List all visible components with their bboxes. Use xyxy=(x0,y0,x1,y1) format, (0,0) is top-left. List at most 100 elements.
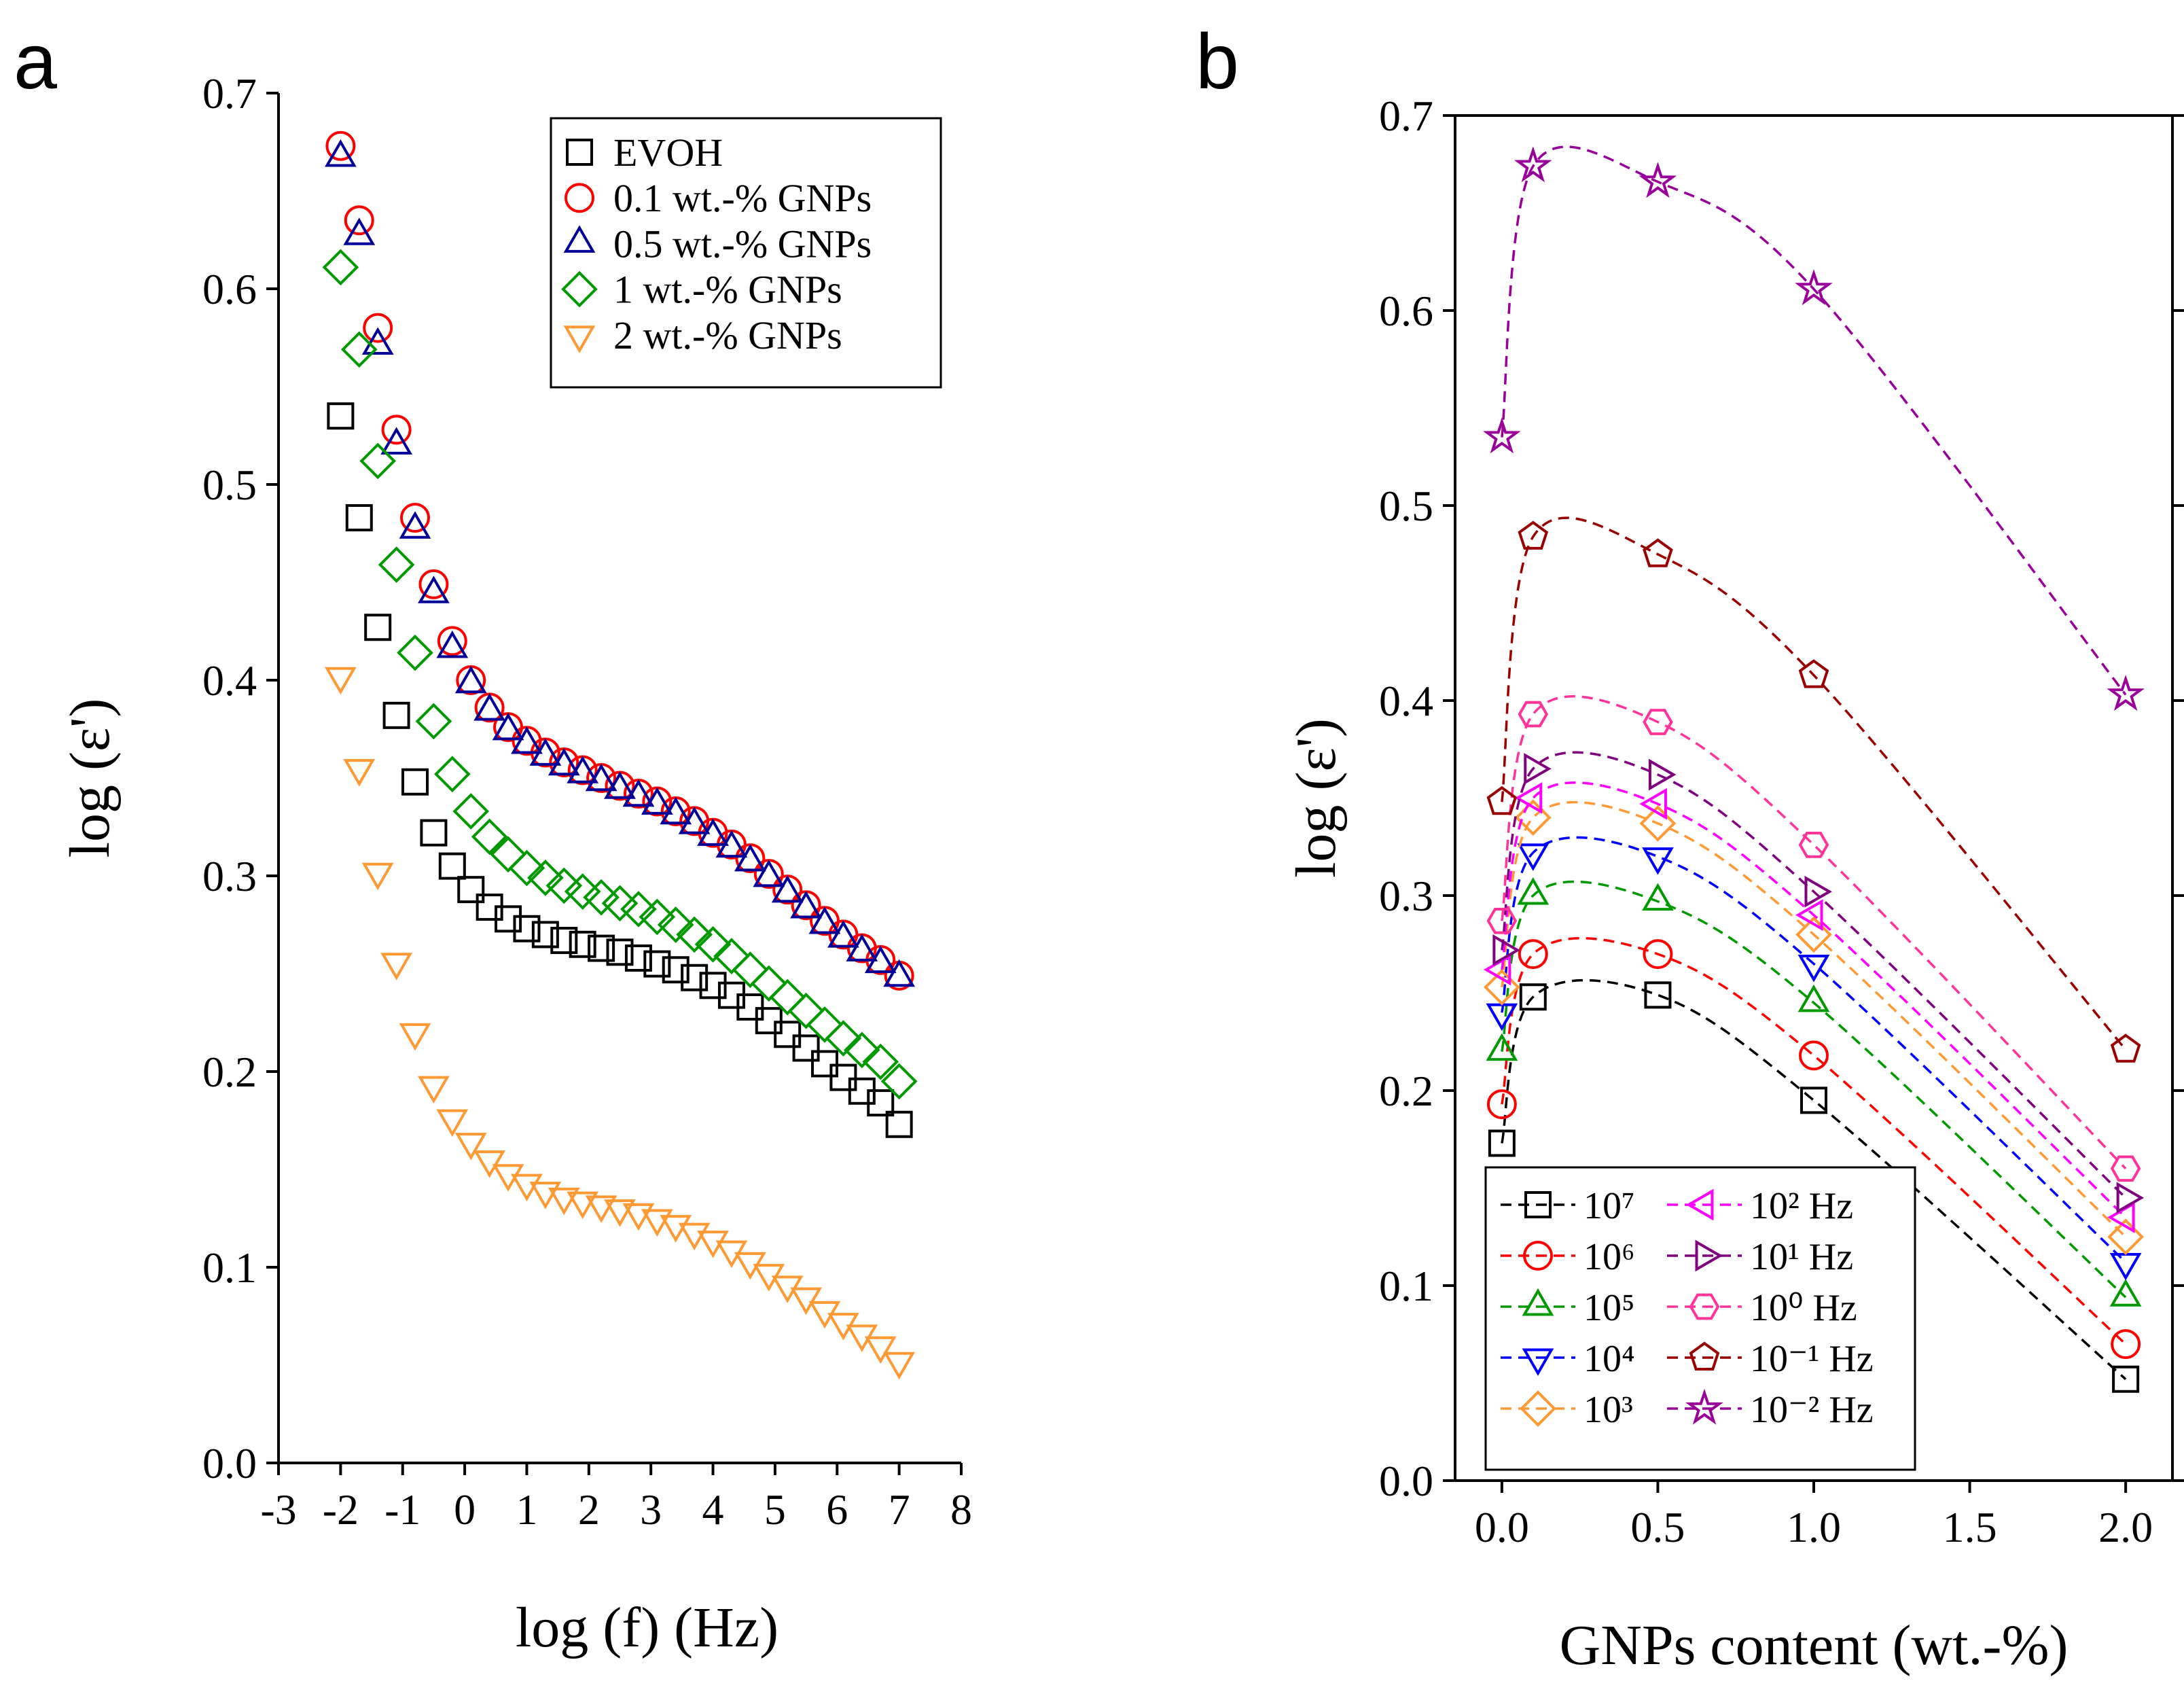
marker xyxy=(641,787,673,815)
y-tick-label: 0.4 xyxy=(1379,677,1433,725)
y-tick-label: 0.7 xyxy=(1379,92,1433,140)
marker xyxy=(825,1020,862,1057)
y-tick-label: 0.2 xyxy=(1379,1067,1433,1115)
x-tick-label: 7 xyxy=(889,1485,910,1534)
x-tick-label: -3 xyxy=(260,1485,296,1534)
marker xyxy=(2110,1034,2141,1063)
marker xyxy=(662,956,690,984)
legend-label: 10⁻¹ Hz xyxy=(1750,1338,1874,1380)
x-tick-label: -1 xyxy=(384,1485,420,1534)
marker xyxy=(2109,1279,2142,1307)
marker xyxy=(1643,709,1673,735)
series-line xyxy=(1501,781,2127,1218)
y-tick-label: 0.7 xyxy=(202,69,257,118)
marker xyxy=(415,703,452,740)
marker xyxy=(492,712,524,741)
marker xyxy=(1799,1040,1829,1071)
marker xyxy=(811,1050,838,1078)
legend-label: EVOH xyxy=(613,130,723,175)
legend-label: 10³ xyxy=(1583,1389,1633,1431)
x-tick-label: 4 xyxy=(702,1485,724,1534)
marker xyxy=(1797,954,1830,983)
marker xyxy=(359,442,397,480)
marker xyxy=(322,249,359,286)
marker xyxy=(1514,782,1543,814)
marker xyxy=(437,626,467,656)
marker xyxy=(454,1133,487,1161)
legend-label: 10⁶ xyxy=(1583,1236,1635,1278)
x-tick-label: 2.0 xyxy=(2098,1503,2153,1551)
marker xyxy=(641,1209,673,1237)
marker xyxy=(567,756,599,783)
marker xyxy=(1639,805,1677,842)
x-tick-label: 8 xyxy=(950,1485,972,1534)
marker xyxy=(531,921,559,949)
marker xyxy=(1517,843,1550,871)
legend-marker xyxy=(1520,1390,1556,1427)
x-tick-label: 0.5 xyxy=(1630,1503,1685,1551)
marker xyxy=(1795,269,1833,306)
marker xyxy=(438,852,466,880)
legend-label: 10⁰ Hz xyxy=(1750,1287,1857,1329)
marker xyxy=(864,1336,897,1364)
marker xyxy=(343,759,376,787)
marker xyxy=(736,993,764,1021)
marker xyxy=(381,414,412,445)
y-tick-label: 0.6 xyxy=(202,265,257,313)
marker xyxy=(588,934,615,962)
marker xyxy=(324,139,357,167)
marker xyxy=(790,890,822,919)
x-tick-label: 1 xyxy=(516,1485,537,1534)
marker xyxy=(399,511,431,539)
marker xyxy=(622,779,655,807)
marker xyxy=(606,938,634,966)
marker xyxy=(344,205,374,236)
marker xyxy=(1518,701,1549,728)
marker xyxy=(1486,907,1518,934)
legend-marker xyxy=(1524,1191,1552,1218)
x-tick-label: 1.5 xyxy=(1943,1503,1997,1551)
marker xyxy=(583,879,620,916)
marker xyxy=(340,331,378,368)
x-tick-label: 0 xyxy=(454,1485,476,1534)
marker xyxy=(846,934,878,961)
legend-label: 10⁻² Hz xyxy=(1750,1389,1874,1431)
series-line xyxy=(1501,800,2127,1238)
marker xyxy=(604,771,636,799)
legend-marker xyxy=(566,139,593,166)
marker xyxy=(529,738,562,766)
y-tick-label: 0.5 xyxy=(202,461,257,509)
x-tick-label: 0.0 xyxy=(1475,1503,1529,1551)
y-tick-label: 0.3 xyxy=(202,852,257,900)
marker xyxy=(490,836,526,873)
marker xyxy=(885,1110,913,1138)
marker xyxy=(715,830,748,858)
marker xyxy=(1518,520,1549,550)
marker xyxy=(363,313,393,343)
marker xyxy=(1524,753,1552,785)
marker xyxy=(1486,1033,1518,1061)
marker xyxy=(1514,146,1552,183)
marker xyxy=(343,217,376,245)
marker xyxy=(774,1021,802,1048)
x-axis-label: log (f) (Hz) xyxy=(516,1596,778,1659)
marker xyxy=(567,1191,599,1220)
panel-label: a xyxy=(14,18,57,105)
legend-box xyxy=(550,117,942,389)
series-line xyxy=(1501,836,2127,1263)
marker xyxy=(827,920,859,948)
marker xyxy=(361,862,394,891)
marker xyxy=(681,964,709,991)
marker xyxy=(1797,984,1830,1012)
y-tick-label: 0.0 xyxy=(1379,1457,1433,1505)
marker xyxy=(1804,875,1833,908)
marker xyxy=(622,1203,655,1231)
legend-label: 2 wt.-% GNPs xyxy=(613,313,842,357)
marker xyxy=(1798,659,1829,688)
marker xyxy=(511,1173,543,1202)
marker xyxy=(585,763,617,792)
marker xyxy=(1514,799,1552,836)
marker xyxy=(734,843,766,872)
